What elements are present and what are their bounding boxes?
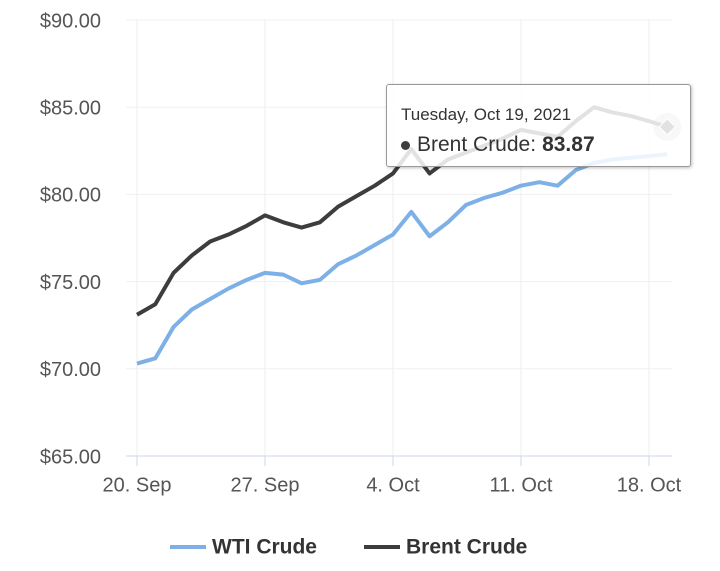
x-tick-label: 4. Oct xyxy=(366,474,420,496)
y-tick-label: $85.00 xyxy=(40,97,101,119)
x-tick-label: 18. Oct xyxy=(617,474,682,496)
x-tick-label: 11. Oct xyxy=(490,474,553,496)
tooltip-row: Brent Crude 83.87 xyxy=(401,133,595,157)
y-tick-label: $80.00 xyxy=(40,185,101,207)
y-tick-label: $90.00 xyxy=(40,10,101,32)
y-tick-label: $75.00 xyxy=(40,272,101,294)
y-tick-label: $65.00 xyxy=(40,446,101,468)
y-tick-label: $70.00 xyxy=(40,359,101,381)
x-tick-label: 20. Sep xyxy=(103,474,172,496)
tooltip-date: Tuesday, Oct 19, 2021 xyxy=(401,105,572,124)
tooltip-value: 83.87 xyxy=(542,133,595,156)
x-tick-label: 27. Sep xyxy=(231,474,300,496)
legend-label: WTI Crude xyxy=(212,536,317,559)
series-line xyxy=(136,152,668,366)
tooltip-series: Brent Crude xyxy=(417,133,536,156)
legend-label: Brent Crude xyxy=(406,536,527,559)
tooltip-dot xyxy=(401,140,410,150)
tooltip: Tuesday, Oct 19, 2021 Brent Crude 83.87 xyxy=(386,84,691,167)
